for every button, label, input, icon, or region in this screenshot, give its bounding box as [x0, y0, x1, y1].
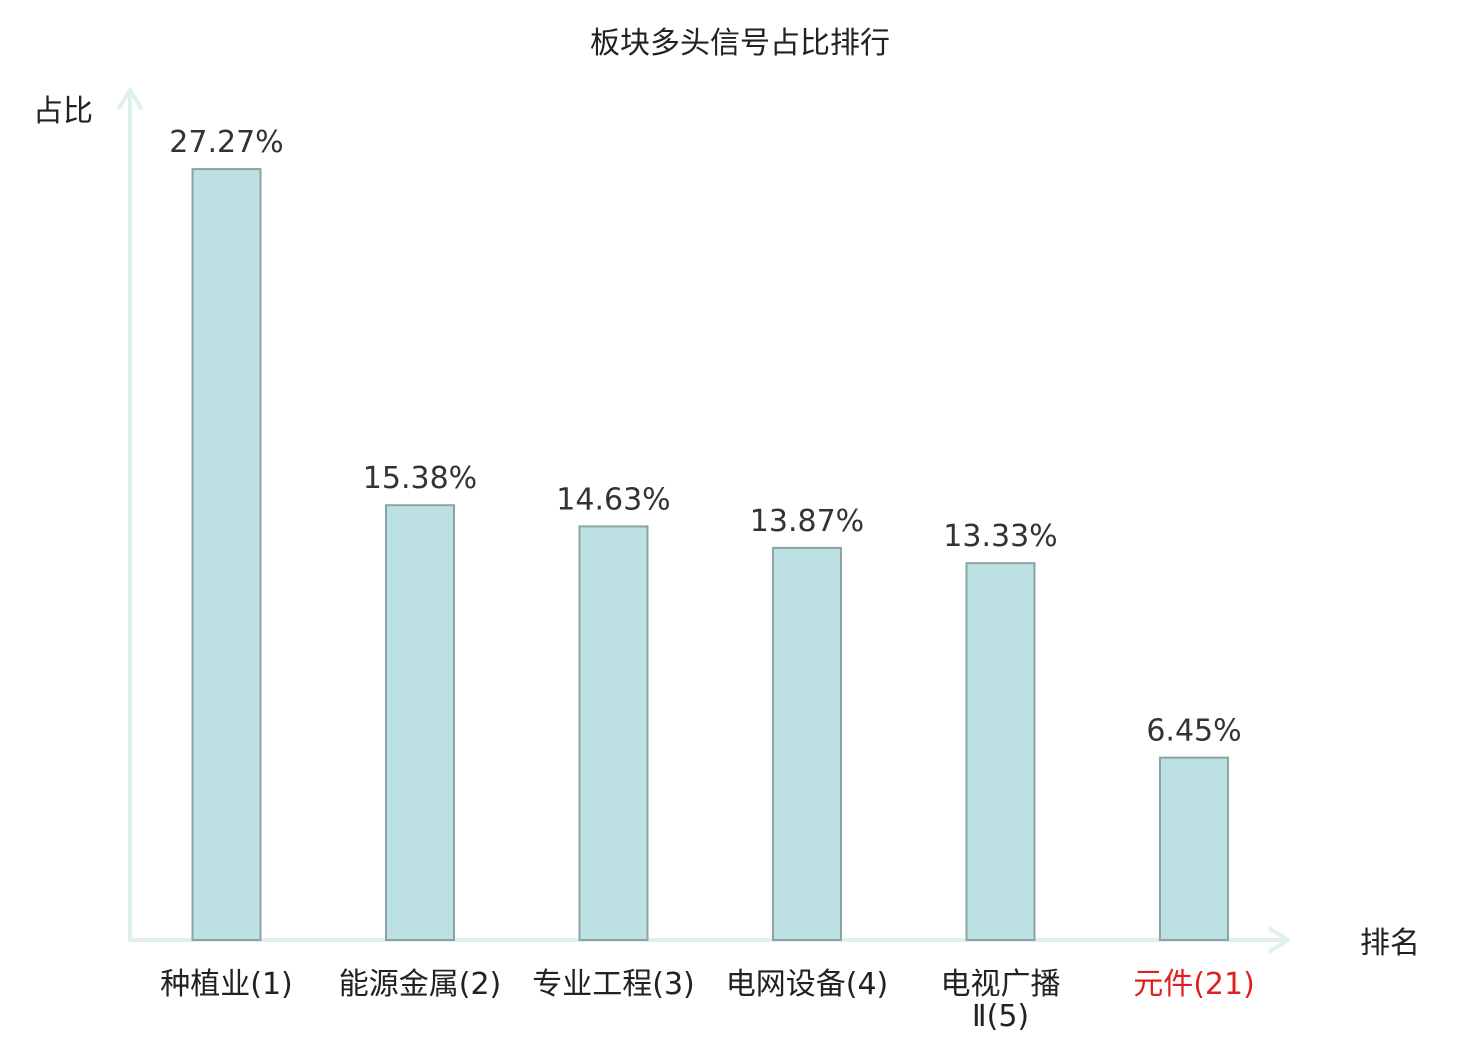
category-label-1: 种植业(1) [160, 967, 293, 1002]
bar-4 [772, 546, 842, 941]
bar-series [191, 168, 1229, 942]
category-label-6: 元件(21) [1133, 967, 1255, 1002]
value-labels: 27.27% 15.38% 14.63% 13.87% 13.33% 6.45% [169, 125, 1241, 749]
bar-3 [578, 525, 649, 941]
value-label-1: 27.27% [169, 125, 283, 160]
bar-6 [1159, 756, 1229, 942]
bar-5 [965, 562, 1036, 941]
category-label-5: 电视广播 Ⅱ(5) [941, 967, 1061, 1034]
value-label-6: 6.45% [1146, 714, 1241, 749]
value-label-3: 14.63% [556, 482, 670, 517]
y-axis-label: 占比 [33, 94, 93, 129]
value-label-5: 13.33% [943, 519, 1057, 554]
bar-2 [385, 504, 455, 941]
x-axis-arrow [1268, 927, 1290, 953]
category-labels: 种植业(1) 能源金属(2) 专业工程(3) 电网设备(4) 电视广播 Ⅱ(5) 元件(21… [160, 967, 1255, 1034]
value-label-2: 15.38% [363, 461, 477, 496]
category-label-2: 能源金属(2) [339, 967, 502, 1002]
y-axis-arrow [117, 88, 143, 110]
value-label-4: 13.87% [750, 504, 864, 539]
category-label-3: 专业工程(3) [532, 967, 695, 1002]
category-label-4: 电网设备(4) [726, 967, 889, 1002]
bar-1 [191, 168, 262, 942]
chart-title: 板块多头信号占比排行 [590, 26, 890, 61]
x-axis-label: 排名 [1360, 926, 1420, 961]
